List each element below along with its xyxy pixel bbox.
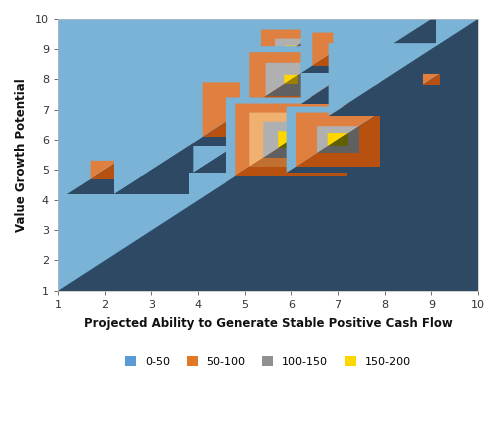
Polygon shape bbox=[317, 126, 359, 153]
Polygon shape bbox=[286, 46, 297, 53]
Y-axis label: Value Growth Potential: Value Growth Potential bbox=[15, 78, 28, 232]
Polygon shape bbox=[328, 133, 348, 146]
Polygon shape bbox=[300, 55, 376, 103]
Polygon shape bbox=[328, 133, 348, 146]
Polygon shape bbox=[286, 46, 297, 53]
Polygon shape bbox=[90, 161, 118, 179]
Polygon shape bbox=[90, 161, 118, 179]
Polygon shape bbox=[68, 146, 142, 194]
Polygon shape bbox=[194, 107, 296, 173]
Polygon shape bbox=[188, 73, 300, 146]
Polygon shape bbox=[226, 98, 356, 182]
Polygon shape bbox=[250, 113, 334, 167]
Polygon shape bbox=[240, 46, 342, 113]
Polygon shape bbox=[146, 107, 250, 173]
Polygon shape bbox=[114, 146, 188, 194]
Polygon shape bbox=[296, 113, 380, 167]
Polygon shape bbox=[278, 131, 304, 148]
Polygon shape bbox=[296, 113, 380, 167]
Polygon shape bbox=[423, 74, 440, 85]
Polygon shape bbox=[250, 52, 334, 107]
Polygon shape bbox=[328, 43, 440, 116]
Polygon shape bbox=[334, 16, 436, 82]
Polygon shape bbox=[312, 33, 364, 66]
Polygon shape bbox=[264, 122, 320, 158]
Polygon shape bbox=[236, 103, 348, 176]
Polygon shape bbox=[328, 43, 440, 116]
Polygon shape bbox=[266, 63, 317, 96]
Polygon shape bbox=[300, 25, 376, 73]
Polygon shape bbox=[236, 103, 348, 176]
Polygon shape bbox=[58, 19, 478, 291]
Legend: 0-50, 50-100, 100-150, 150-200: 0-50, 50-100, 100-150, 150-200 bbox=[125, 356, 411, 366]
Polygon shape bbox=[300, 55, 376, 103]
Polygon shape bbox=[254, 25, 328, 73]
Polygon shape bbox=[188, 73, 300, 146]
Polygon shape bbox=[226, 98, 356, 182]
Polygon shape bbox=[300, 25, 376, 73]
Polygon shape bbox=[284, 75, 298, 84]
Polygon shape bbox=[240, 46, 342, 113]
Polygon shape bbox=[254, 25, 328, 73]
Polygon shape bbox=[68, 146, 142, 194]
Polygon shape bbox=[194, 107, 296, 173]
Polygon shape bbox=[146, 107, 250, 173]
Polygon shape bbox=[250, 113, 334, 167]
Polygon shape bbox=[114, 146, 188, 194]
Polygon shape bbox=[202, 82, 286, 137]
Polygon shape bbox=[264, 122, 320, 158]
Polygon shape bbox=[250, 52, 334, 107]
Polygon shape bbox=[202, 82, 286, 137]
Polygon shape bbox=[317, 126, 359, 153]
Polygon shape bbox=[284, 75, 298, 84]
Polygon shape bbox=[275, 38, 308, 60]
Polygon shape bbox=[275, 38, 308, 60]
Polygon shape bbox=[261, 30, 322, 69]
Polygon shape bbox=[261, 30, 322, 69]
Polygon shape bbox=[286, 107, 390, 173]
Polygon shape bbox=[286, 107, 390, 173]
Polygon shape bbox=[423, 74, 440, 85]
X-axis label: Projected Ability to Generate Stable Positive Cash Flow: Projected Ability to Generate Stable Pos… bbox=[84, 316, 452, 330]
Polygon shape bbox=[334, 16, 436, 82]
Polygon shape bbox=[312, 33, 364, 66]
Polygon shape bbox=[266, 63, 317, 96]
Polygon shape bbox=[58, 19, 478, 291]
Polygon shape bbox=[278, 131, 304, 148]
